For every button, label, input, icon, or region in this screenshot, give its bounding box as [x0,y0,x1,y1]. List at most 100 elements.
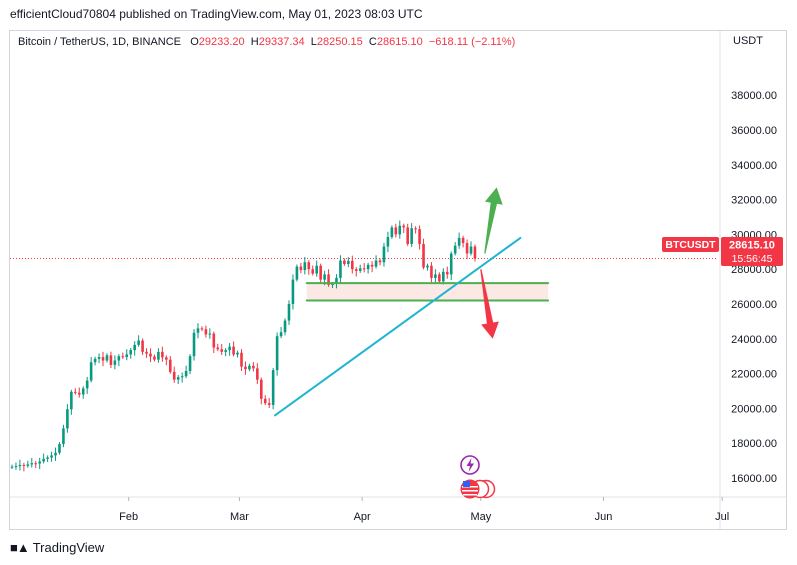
candle-body [165,357,168,360]
y-tick-label: 32000.00 [731,195,777,207]
candle-body [307,262,311,270]
candle-body [422,243,425,268]
candle-body [125,354,129,358]
y-tick-label: 20000.00 [731,403,777,415]
candle-body [362,268,366,270]
candle-body [438,274,441,282]
candle-body [259,379,263,399]
y-tick-label: 22000.00 [731,369,777,381]
candle-body [113,360,117,365]
candle-body [62,428,65,445]
candle-body [275,336,279,371]
x-tick-label: Apr [354,511,371,523]
candle-body [366,264,370,270]
candle-body [343,260,346,264]
y-tick-label: 38000.00 [731,90,777,102]
chart-frame [9,30,787,530]
candle-body [196,328,200,333]
candle-body [168,359,172,372]
publisher-line: efficientCloud70804 published on Trading… [10,7,423,21]
price-tag-bg [721,237,783,266]
x-tick-label: Feb [119,511,138,523]
candle-body [10,466,14,468]
candle-body [34,463,38,465]
candle-body [311,269,315,274]
annotations[interactable] [274,187,550,417]
candle-body [149,353,152,357]
candle-body [212,333,216,348]
candle-body [323,274,326,280]
candle-body [473,246,477,259]
x-tick-label: Jul [715,511,729,523]
candle-body [390,227,394,238]
symbol-tag: BTCUSDT [665,239,716,251]
y-tick-label: 36000.00 [731,125,777,137]
candle-body [188,356,192,371]
candle-body [14,466,18,468]
candle-body [267,403,271,405]
candle-body [172,371,176,380]
candle-body [402,225,406,228]
arrow-down-icon [480,269,499,339]
candle-body [93,358,97,363]
candle-body [430,265,433,278]
candle-body [295,266,299,280]
candle-body [224,350,227,352]
symbol-tag-bg [662,237,719,252]
candle-body [299,266,303,271]
candle-body [457,237,461,246]
candle-body [117,356,121,361]
candle-body [192,332,196,357]
candle-body [315,265,318,274]
legend-low: 28250.15 [316,36,363,48]
candle-body [232,346,235,355]
candle-body [354,269,358,271]
x-tick-label: May [470,511,491,523]
candle-body [418,229,421,244]
candle-body [319,265,322,280]
candle-body [252,365,255,369]
candle-body [22,464,26,466]
candle-body [176,377,180,380]
candle-body [184,370,188,377]
candle-body [271,370,275,405]
x-tick-label: Jun [595,511,613,523]
candle-body [97,357,101,359]
legend-open: 29233.20 [198,36,245,48]
x-tick-label: Mar [230,511,249,523]
candle-body [303,262,307,271]
candle-body [370,264,374,267]
candles [10,220,477,472]
legend-close-label: C [368,36,377,48]
x-axis: Feb Mar Apr May Jun Jul [119,497,729,523]
y-tick-label: 28000.00 [731,264,777,276]
support-zone [306,283,549,301]
candle-body [121,356,125,358]
candle-body [216,347,220,350]
trendline [274,236,522,417]
candle-body [180,376,184,378]
lightning-icon-bolt [466,458,474,472]
candle-body [248,365,251,370]
candle-body [58,444,61,453]
candle-body [358,268,362,271]
support-zone-fill [306,283,549,301]
tradingview-brand[interactable]: ■▲ TradingView [10,540,104,555]
tradingview-logo-icon: ■▲ [10,540,30,555]
candle-body [129,350,133,355]
candle-body [26,464,30,466]
candle-body [465,243,469,254]
candle-body [74,391,77,393]
candle-body [374,260,378,267]
legend-high: 29337.34 [258,36,305,48]
candle-body [394,227,398,235]
price-tag-countdown: 15:56:45 [732,253,773,265]
candle-body [89,362,93,381]
legend-low-label: L [310,36,317,48]
candle-body [461,237,465,244]
y-tick-label: 18000.00 [731,438,777,450]
candle-body [200,328,204,330]
candle-body [137,340,140,345]
event-icons[interactable] [460,455,496,499]
